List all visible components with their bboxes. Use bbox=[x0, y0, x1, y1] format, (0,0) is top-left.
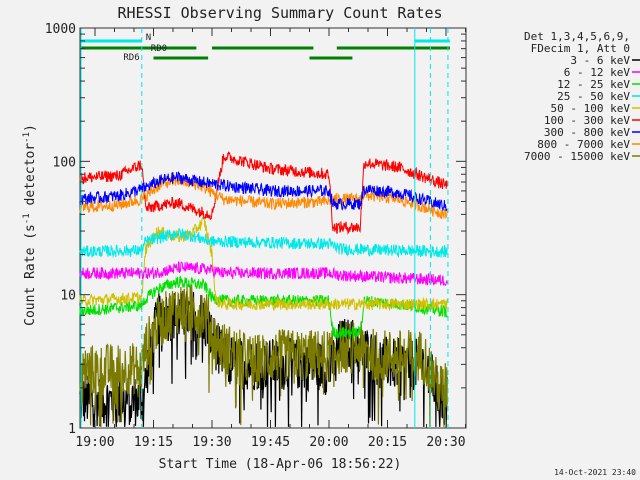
vertical-markers bbox=[80, 28, 449, 428]
legend-entry-3: 25 - 50 keV bbox=[557, 90, 630, 103]
y-axis-label: Count Rate (s-1 detector-1) bbox=[22, 124, 38, 326]
x-axis-label: Start Time (18-Apr-06 18:56:22) bbox=[159, 457, 402, 472]
series-line-4 bbox=[79, 215, 448, 312]
series-line-8 bbox=[79, 283, 448, 427]
legend-entry-1: 6 - 12 keV bbox=[564, 66, 631, 79]
y-tick-label-2: 100 bbox=[53, 155, 76, 170]
series-line-5 bbox=[79, 151, 448, 235]
flag-label-rd0: RD0 bbox=[151, 44, 167, 54]
legend-entry-5: 100 - 300 keV bbox=[544, 114, 630, 127]
flag-bar-n-1 bbox=[414, 39, 450, 43]
timestamp: 14-Oct-2021 23:40 bbox=[554, 468, 636, 477]
y-tick-label-3: 1000 bbox=[45, 22, 76, 37]
plot-frame bbox=[79, 27, 467, 429]
axis-layer: 19:00 19:15 19:30 19:45 20:00 20:15 20:30 1 10 10… bbox=[45, 22, 466, 450]
plot-border bbox=[79, 27, 467, 429]
chart-title: RHESSI Observing Summary Count Rates bbox=[117, 4, 442, 22]
legend-entry-0: 3 - 6 keV bbox=[570, 54, 630, 67]
series-line-1 bbox=[79, 260, 448, 287]
flag-bar-n-0 bbox=[81, 39, 142, 43]
flag-label-rd6: RD6 bbox=[123, 53, 139, 63]
legend-entry-6: 300 - 800 keV bbox=[544, 126, 630, 139]
series-layer bbox=[79, 151, 448, 427]
series-line-0 bbox=[79, 290, 448, 427]
y-tick-label-0: 1 bbox=[68, 422, 76, 437]
x-tick-label-0: 19:00 bbox=[75, 435, 114, 450]
legend-entry-8: 7000 - 15000 keV bbox=[524, 150, 630, 163]
x-tick-label-2: 19:30 bbox=[192, 435, 231, 450]
series-line-3 bbox=[79, 227, 448, 259]
legend-entry-4: 50 - 100 keV bbox=[551, 102, 631, 115]
series-line-6 bbox=[79, 170, 448, 212]
flag-label-n: N bbox=[146, 33, 151, 43]
flag-bar-rd6-1 bbox=[309, 56, 353, 60]
flag-bar-rd6-0 bbox=[153, 56, 209, 60]
flag-bar-rd0-0 bbox=[81, 46, 197, 50]
x-tick-label-4: 20:00 bbox=[309, 435, 348, 450]
legend-header-line-1: Det 1,3,4,5,6,9, bbox=[524, 30, 630, 43]
series-line-7 bbox=[79, 175, 448, 219]
flag-bar-rd0-2 bbox=[336, 46, 450, 50]
x-tick-label-3: 19:45 bbox=[251, 435, 290, 450]
legend: Det 1,3,4,5,6,9, FDecim 1, Att 0 3 - 6 k… bbox=[524, 30, 640, 163]
legend-entry-7: 800 - 7000 keV bbox=[537, 138, 630, 151]
x-tick-label-1: 19:15 bbox=[134, 435, 173, 450]
x-tick-label-6: 20:30 bbox=[426, 435, 465, 450]
legend-entry-2: 12 - 25 keV bbox=[557, 78, 630, 91]
x-tick-label-5: 20:15 bbox=[368, 435, 407, 450]
flag-bar-rd0-1 bbox=[212, 46, 314, 50]
y-tick-label-1: 10 bbox=[60, 289, 76, 304]
legend-header-line-2: FDecim 1, Att 0 bbox=[531, 42, 630, 55]
series-line-2 bbox=[79, 275, 448, 340]
